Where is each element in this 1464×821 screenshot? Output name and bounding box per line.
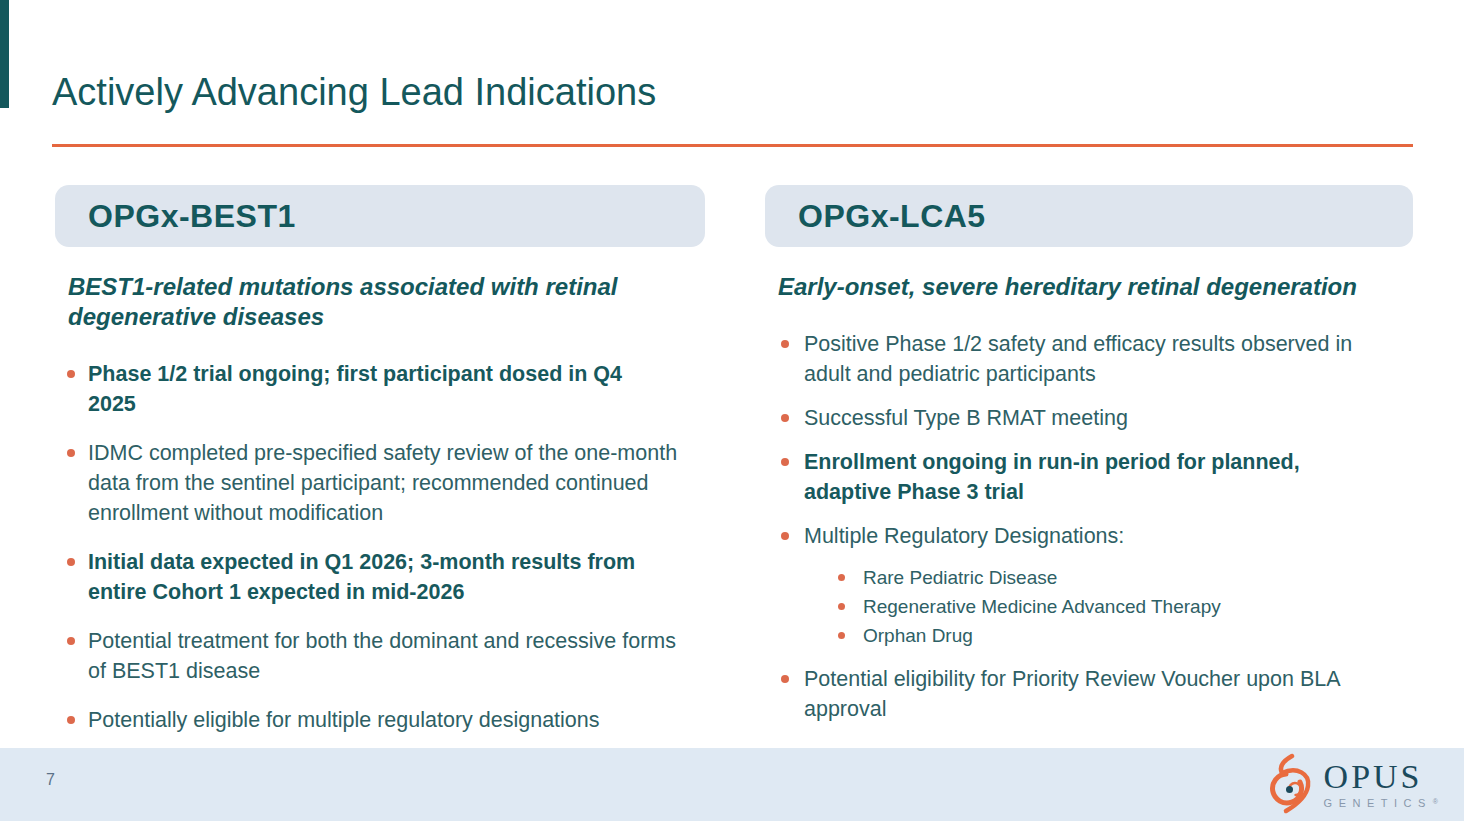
- lca5-header-label: OPGx-LCA5: [798, 198, 986, 235]
- bullet-item: Successful Type B RMAT meeting: [765, 403, 1379, 433]
- sub-bullet-list: Rare Pediatric DiseaseRegenerative Medic…: [804, 563, 1379, 650]
- registered-mark: ®: [1433, 797, 1438, 806]
- logo-wordmark: OPUS GENETICS ®: [1324, 760, 1438, 809]
- bullet-text: Potential treatment for both the dominan…: [88, 626, 688, 686]
- bullet-text: Successful Type B RMAT meeting: [804, 403, 1128, 433]
- slide-accent-bar: [0, 0, 9, 108]
- logo-genetics-label: GENETICS: [1324, 797, 1432, 809]
- sub-bullet-item: Orphan Drug: [804, 621, 1379, 650]
- bullet-item: Positive Phase 1/2 safety and efficacy r…: [765, 329, 1379, 389]
- bullet-text: Phase 1/2 trial ongoing; first participa…: [88, 359, 663, 419]
- bullet-text: Initial data expected in Q1 2026; 3-mont…: [88, 547, 663, 607]
- best1-header-banner: OPGx-BEST1: [55, 185, 705, 247]
- bullet-item: Phase 1/2 trial ongoing; first participa…: [55, 359, 688, 419]
- page-number: 7: [46, 771, 55, 789]
- content-columns: OPGx-BEST1 BEST1-related mutations assoc…: [55, 185, 1413, 754]
- bullet-item: Initial data expected in Q1 2026; 3-mont…: [55, 547, 688, 607]
- best1-subtitle: BEST1-related mutations associated with …: [68, 272, 705, 332]
- bullet-item: Potential eligibility for Priority Revie…: [765, 664, 1379, 724]
- bullet-text: Potential eligibility for Priority Revie…: [804, 664, 1379, 724]
- logo-genetics-text: GENETICS ®: [1324, 797, 1438, 809]
- bullet-item: Potentially eligible for multiple regula…: [55, 705, 688, 735]
- best1-column: OPGx-BEST1 BEST1-related mutations assoc…: [55, 185, 705, 754]
- slide-title: Actively Advancing Lead Indications: [52, 70, 656, 114]
- best1-header-label: OPGx-BEST1: [88, 198, 296, 235]
- bullet-item: Multiple Regulatory Designations: Rare Pe…: [765, 521, 1379, 650]
- slide-footer: 7 OPUS GENETICS ®: [0, 748, 1464, 821]
- title-divider-line: [52, 144, 1413, 147]
- lca5-subtitle: Early-onset, severe hereditary retinal d…: [778, 272, 1413, 302]
- lca5-header-banner: OPGx-LCA5: [765, 185, 1413, 247]
- logo-opus-text: OPUS: [1324, 760, 1438, 794]
- bullet-text: Potentially eligible for multiple regula…: [88, 705, 600, 735]
- bullet-text: Enrollment ongoing in run-in period for …: [804, 447, 1379, 507]
- best1-bullet-list: Phase 1/2 trial ongoing; first participa…: [55, 359, 705, 735]
- bullet-item: IDMC completed pre-specified safety revi…: [55, 438, 688, 528]
- sub-bullet-item: Regenerative Medicine Advanced Therapy: [804, 592, 1379, 621]
- opus-swirl-icon: [1263, 753, 1319, 815]
- opus-genetics-logo: OPUS GENETICS ®: [1263, 753, 1438, 815]
- lca5-bullet-list: Positive Phase 1/2 safety and efficacy r…: [765, 329, 1413, 724]
- sub-bullet-item: Rare Pediatric Disease: [804, 563, 1379, 592]
- bullet-item: Enrollment ongoing in run-in period for …: [765, 447, 1379, 507]
- bullet-item: Potential treatment for both the dominan…: [55, 626, 688, 686]
- bullet-text: Multiple Regulatory Designations:: [804, 521, 1124, 551]
- bullet-text: IDMC completed pre-specified safety revi…: [88, 438, 688, 528]
- lca5-column: OPGx-LCA5 Early-onset, severe hereditary…: [765, 185, 1413, 754]
- bullet-text: Positive Phase 1/2 safety and efficacy r…: [804, 329, 1379, 389]
